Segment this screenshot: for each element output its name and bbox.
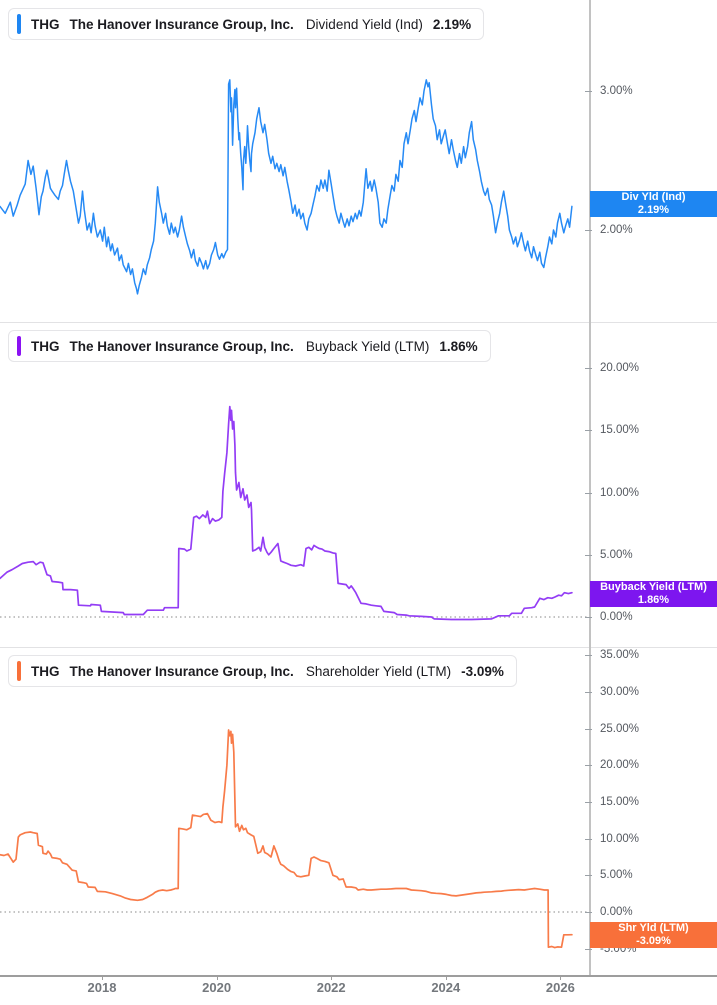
ticker-symbol: THG (31, 663, 60, 679)
x-tick-label-year: 2018 (87, 980, 117, 995)
company-name: The Hanover Insurance Group, Inc. (69, 338, 294, 354)
series-color-accent (17, 336, 21, 356)
y-tick-label: 20.00% (600, 759, 640, 772)
axis-value-badge-buyback: Buyback Yield (LTM) 1.86% (590, 580, 717, 607)
x-tick-label-year: 2022 (316, 980, 346, 995)
metric-value: 1.86% (439, 338, 478, 354)
badge-value: 2.19% (637, 203, 670, 216)
y-tick-label: 10.00% (600, 486, 640, 499)
legend-chip-buyback-yield[interactable]: THG The Hanover Insurance Group, Inc. Bu… (8, 330, 491, 362)
x-tick-mark (216, 975, 218, 980)
y-tick-mark (585, 230, 592, 231)
series-color-accent (17, 661, 21, 681)
y-tick-label: 15.00% (600, 424, 640, 437)
series-line-3 (0, 729, 573, 949)
ticker-symbol: THG (31, 338, 60, 354)
metric-value: -3.09% (461, 663, 504, 679)
x-axis-line (0, 975, 717, 977)
y-axis-line (589, 0, 591, 975)
y-tick-mark (585, 430, 592, 432)
y-tick-mark (585, 912, 592, 913)
badge-label: Buyback Yield (LTM) (600, 580, 707, 593)
y-tick-label: 35.00% (600, 649, 640, 662)
panel-divider-1 (0, 322, 717, 323)
y-tick-label: 0.00% (600, 906, 633, 918)
y-tick-mark (585, 728, 592, 730)
metric-name: Dividend Yield (Ind) (305, 16, 423, 32)
plot-area-3[interactable] (0, 647, 717, 975)
y-tick-mark (585, 554, 592, 556)
y-tick-mark (585, 691, 592, 693)
legend-chip-shareholder-yield[interactable]: THG The Hanover Insurance Group, Inc. Sh… (8, 655, 517, 687)
y-tick-label: 2.00% (600, 224, 633, 236)
badge-value: 1.86% (637, 593, 670, 606)
company-name: The Hanover Insurance Group, Inc. (69, 663, 294, 679)
badge-value: -3.09% (636, 934, 671, 947)
y-tick-label: 5.00% (600, 548, 633, 561)
y-tick-mark (585, 492, 592, 494)
y-tick-label: 0.00% (600, 611, 633, 623)
axis-value-badge-dividend: Div Yld (Ind) 2.19% (590, 190, 717, 217)
legend-chip-dividend-yield[interactable]: THG The Hanover Insurance Group, Inc. Di… (8, 8, 485, 40)
x-tick-label-year: 2024 (431, 980, 461, 995)
x-tick-label-year: 2026 (545, 980, 575, 995)
y-tick-mark (585, 948, 592, 950)
plot-area-2[interactable] (0, 322, 717, 647)
y-tick-label: 10.00% (600, 832, 640, 845)
y-tick-mark (585, 838, 592, 840)
panel-divider-2 (0, 647, 717, 648)
x-tick-mark (101, 975, 103, 980)
badge-label: Div Yld (Ind) (621, 190, 686, 203)
ticker-symbol: THG (31, 16, 60, 32)
y-tick-mark (585, 801, 592, 803)
y-tick-label: 15.00% (600, 795, 640, 808)
x-tick-mark (331, 975, 333, 980)
metric-name: Shareholder Yield (LTM) (305, 663, 452, 679)
y-tick-mark (585, 875, 592, 877)
y-tick-label: 20.00% (600, 362, 640, 374)
series-line-2 (0, 405, 573, 621)
y-tick-label: 5.00% (600, 869, 633, 882)
axis-value-badge-shareholder: Shr Yld (LTM) -3.09% (590, 921, 717, 948)
y-tick-mark (585, 368, 592, 369)
plot-area-1[interactable] (0, 0, 717, 322)
metric-value: 2.19% (432, 16, 472, 32)
series-line-1 (0, 79, 573, 295)
y-tick-mark (585, 765, 592, 767)
y-tick-mark (585, 91, 592, 92)
x-tick-label-year: 2020 (202, 980, 232, 995)
y-tick-mark (585, 655, 592, 657)
y-tick-label: 30.00% (600, 685, 640, 698)
company-name: The Hanover Insurance Group, Inc. (69, 16, 294, 32)
x-tick-mark (445, 975, 447, 980)
x-tick-mark (560, 975, 562, 980)
y-tick-label: 3.00% (600, 85, 633, 97)
series-color-accent (17, 14, 21, 34)
y-tick-label: 25.00% (600, 722, 640, 735)
metric-name: Buyback Yield (LTM) (305, 338, 430, 354)
badge-label: Shr Yld (LTM) (618, 921, 689, 934)
y-tick-mark (585, 617, 592, 618)
